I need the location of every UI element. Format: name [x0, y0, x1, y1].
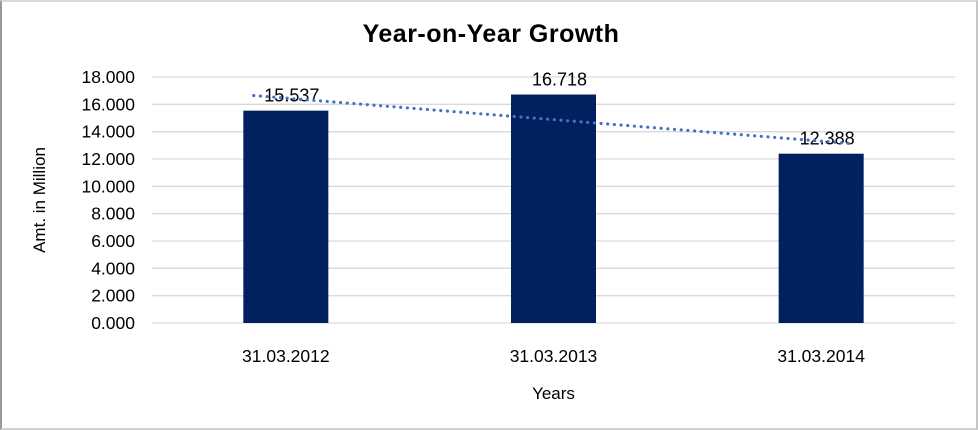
x-category-label: 31.03.2014 — [777, 346, 865, 366]
y-tick-label: 12.000 — [81, 149, 135, 169]
y-tick-label: 10.000 — [81, 176, 135, 196]
x-category-label: 31.03.2013 — [510, 346, 598, 366]
y-tick-label: 18.000 — [81, 67, 135, 87]
bar-31.03.2012 — [243, 110, 329, 323]
data-label: 15.537 — [264, 86, 319, 106]
bar-31.03.2014 — [778, 153, 864, 323]
bar-31.03.2013 — [511, 94, 596, 324]
x-axis-title: Years — [532, 384, 575, 403]
x-category-label: 31.03.2012 — [242, 346, 330, 366]
y-tick-label: 14.000 — [81, 122, 135, 142]
y-tick-label: 6.000 — [91, 231, 135, 251]
y-tick-label: 2.000 — [91, 286, 135, 306]
data-label: 16.718 — [532, 70, 587, 90]
y-tick-label: 16.000 — [81, 94, 135, 114]
trendline — [252, 93, 855, 146]
y-tick-label: 0.000 — [91, 313, 135, 333]
y-tick-label: 4.000 — [91, 258, 135, 278]
chart-title: Year-on-Year Growth — [362, 20, 620, 48]
y-tick-label: 8.000 — [91, 204, 135, 224]
